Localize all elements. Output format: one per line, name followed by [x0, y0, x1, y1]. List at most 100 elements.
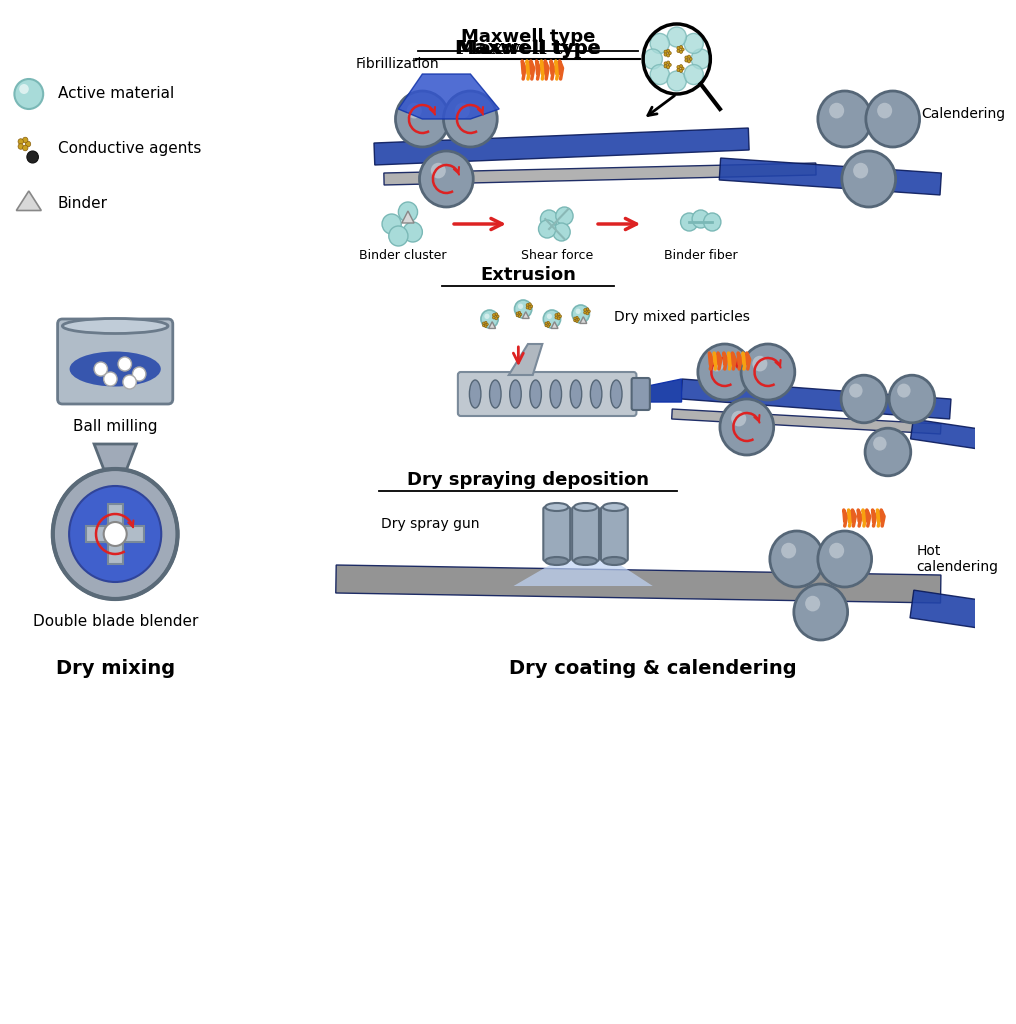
Circle shape — [586, 308, 589, 310]
Circle shape — [677, 46, 680, 50]
Circle shape — [577, 318, 579, 321]
Circle shape — [431, 163, 446, 178]
Ellipse shape — [574, 503, 597, 511]
Circle shape — [516, 312, 518, 314]
Circle shape — [104, 522, 127, 546]
Circle shape — [732, 411, 747, 426]
Ellipse shape — [530, 380, 542, 408]
Circle shape — [123, 375, 136, 389]
Circle shape — [22, 145, 27, 151]
Circle shape — [25, 141, 30, 146]
Polygon shape — [108, 504, 123, 534]
Circle shape — [669, 63, 672, 67]
Polygon shape — [681, 379, 951, 419]
Circle shape — [495, 316, 498, 319]
Circle shape — [685, 58, 688, 62]
Ellipse shape — [590, 380, 601, 408]
Circle shape — [574, 319, 576, 322]
Text: Dry coating & calendering: Dry coating & calendering — [509, 659, 797, 679]
Circle shape — [18, 143, 23, 150]
Circle shape — [14, 79, 44, 109]
Circle shape — [681, 213, 698, 231]
Text: Conductive agents: Conductive agents — [58, 141, 201, 157]
Circle shape — [587, 310, 590, 312]
Circle shape — [849, 384, 863, 397]
Circle shape — [485, 322, 487, 324]
Circle shape — [104, 372, 117, 386]
Circle shape — [483, 325, 485, 327]
Circle shape — [572, 305, 589, 323]
Circle shape — [668, 27, 687, 47]
Circle shape — [555, 313, 558, 316]
Circle shape — [688, 55, 691, 58]
Circle shape — [574, 317, 576, 319]
Circle shape — [698, 344, 752, 400]
Polygon shape — [509, 344, 543, 375]
Circle shape — [680, 46, 683, 49]
Text: Dry mixing: Dry mixing — [56, 659, 175, 679]
Circle shape — [53, 469, 178, 599]
Circle shape — [666, 66, 670, 69]
Polygon shape — [719, 158, 942, 195]
Circle shape — [495, 312, 498, 315]
Circle shape — [406, 102, 422, 119]
Circle shape — [545, 325, 548, 327]
Polygon shape — [384, 163, 816, 185]
FancyBboxPatch shape — [544, 507, 570, 561]
Circle shape — [443, 91, 497, 147]
Circle shape — [664, 53, 668, 56]
Circle shape — [528, 307, 531, 310]
Circle shape — [664, 50, 668, 53]
Circle shape — [688, 59, 691, 62]
Circle shape — [519, 313, 522, 315]
Circle shape — [526, 303, 529, 306]
Circle shape — [680, 65, 683, 68]
Circle shape — [541, 210, 558, 228]
Polygon shape — [910, 590, 981, 628]
Polygon shape — [551, 322, 558, 329]
FancyBboxPatch shape — [632, 378, 650, 410]
Circle shape — [866, 91, 919, 147]
Circle shape — [455, 102, 469, 119]
Circle shape — [516, 314, 518, 316]
Circle shape — [555, 316, 558, 319]
Circle shape — [547, 313, 552, 319]
Text: Extrusion: Extrusion — [480, 266, 576, 284]
Circle shape — [576, 308, 581, 314]
Circle shape — [666, 61, 670, 65]
Circle shape — [496, 314, 499, 317]
Circle shape — [704, 213, 721, 231]
Circle shape — [576, 316, 578, 318]
Polygon shape — [94, 444, 136, 469]
Circle shape — [842, 151, 895, 207]
Polygon shape — [398, 74, 499, 119]
FancyBboxPatch shape — [572, 507, 599, 561]
Circle shape — [781, 543, 797, 558]
Circle shape — [692, 210, 709, 228]
Polygon shape — [522, 311, 529, 318]
Circle shape — [382, 214, 401, 234]
Circle shape — [132, 367, 146, 381]
Circle shape — [586, 312, 589, 314]
Circle shape — [669, 51, 672, 54]
Polygon shape — [401, 211, 415, 223]
Circle shape — [69, 486, 162, 582]
Circle shape — [549, 324, 551, 326]
Circle shape — [545, 322, 548, 325]
Circle shape — [493, 316, 496, 319]
Polygon shape — [910, 419, 980, 449]
Ellipse shape — [602, 557, 626, 565]
Circle shape — [865, 428, 910, 476]
Circle shape — [559, 314, 562, 317]
Circle shape — [709, 355, 724, 372]
Text: Binder cluster: Binder cluster — [360, 249, 447, 262]
Circle shape — [518, 303, 523, 309]
Circle shape — [26, 151, 39, 163]
Circle shape — [398, 202, 418, 222]
Circle shape — [818, 91, 872, 147]
Circle shape — [650, 65, 670, 85]
Circle shape — [576, 319, 578, 323]
Circle shape — [685, 56, 688, 59]
Circle shape — [889, 375, 935, 423]
Text: Fibrillization: Fibrillization — [356, 57, 439, 71]
